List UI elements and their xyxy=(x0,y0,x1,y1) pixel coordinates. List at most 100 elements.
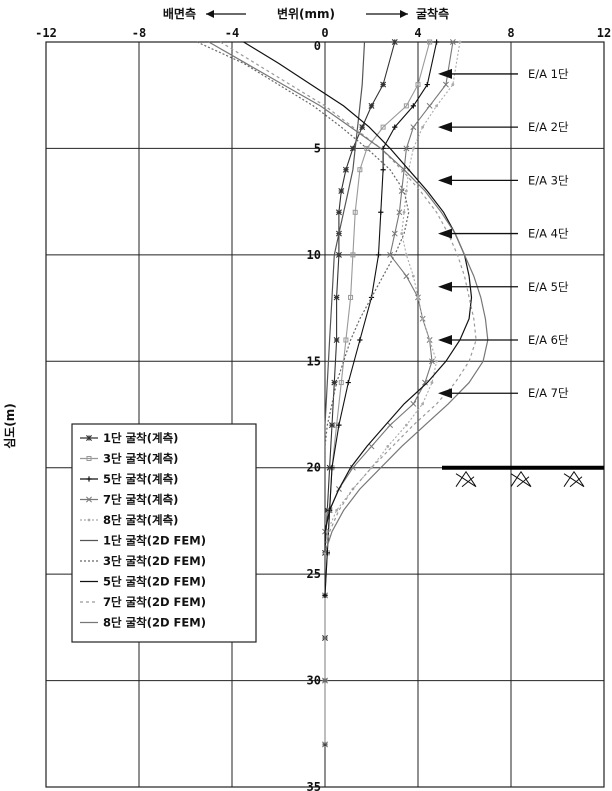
legend-item: 1단 굴착(계측) xyxy=(80,431,178,445)
data-point xyxy=(435,104,438,108)
data-point xyxy=(333,337,340,343)
data-point xyxy=(410,124,417,131)
data-point xyxy=(359,124,366,131)
x-tick-label: -12 xyxy=(35,26,57,40)
arrow-head-icon xyxy=(438,122,452,133)
data-point xyxy=(350,252,356,258)
series-9 xyxy=(220,41,477,554)
data-point xyxy=(411,147,415,150)
legend-label: 1단 굴착(2D FEM) xyxy=(103,534,206,548)
series-line xyxy=(324,41,366,468)
series-3 xyxy=(322,39,440,599)
data-point xyxy=(86,435,92,441)
grid xyxy=(45,41,605,788)
y-tick-label: 35 xyxy=(307,780,321,791)
legend-label: 3단 굴착(2D FEM) xyxy=(103,554,206,568)
anchor-label: E/A 5단 xyxy=(528,280,569,294)
data-point xyxy=(442,81,449,88)
arrow-head-icon xyxy=(438,281,452,292)
data-point xyxy=(428,338,432,342)
data-point xyxy=(427,39,433,45)
legend-item: 3단 굴착(2D FEM) xyxy=(80,554,206,568)
data-point xyxy=(400,232,404,235)
arrow-head-icon xyxy=(438,175,452,186)
series-10 xyxy=(208,41,489,554)
legend-item: 1단 굴착(2D FEM) xyxy=(80,534,206,548)
data-point xyxy=(378,209,384,215)
series-layer xyxy=(196,39,489,748)
data-point xyxy=(380,81,387,88)
anchor-label: E/A 7단 xyxy=(528,386,569,400)
anchor-label: E/A 6단 xyxy=(528,333,569,347)
y-tick-label: 5 xyxy=(314,141,321,155)
legend-box xyxy=(71,423,257,643)
legend: 1단 굴착(계측) 3단 굴착(계측) 5단 굴착(계측) 7단 굴착(계측) 8단 굴… xyxy=(71,423,257,643)
legend-label: 5단 굴착(계측) xyxy=(103,472,178,486)
data-point xyxy=(325,530,329,533)
series-line xyxy=(196,41,410,468)
series-line xyxy=(324,41,454,532)
data-point xyxy=(410,103,416,109)
data-point xyxy=(357,337,363,343)
data-point xyxy=(364,145,370,151)
legend-item: 5단 굴착(계측) xyxy=(80,472,178,486)
x-tick-label: -4 xyxy=(225,26,239,40)
data-point xyxy=(449,39,456,45)
ground-hatch-icon xyxy=(455,470,477,488)
data-point xyxy=(322,678,328,684)
data-point xyxy=(421,402,425,406)
data-point xyxy=(404,423,408,427)
series-line xyxy=(324,41,396,745)
data-point xyxy=(403,145,410,152)
data-point xyxy=(411,274,415,278)
y-tick-label: 30 xyxy=(307,674,321,688)
data-point xyxy=(87,518,91,522)
series-line xyxy=(220,41,477,554)
anchor-label: E/A 2단 xyxy=(528,120,569,134)
x-tick-label: 0 xyxy=(321,26,328,40)
axis-ticks: -12 -8 -4 0 4 8 12 0 5 10 15 20 25 30 35 xyxy=(35,26,611,791)
data-point xyxy=(345,379,351,386)
legend-label: 7단 굴착(2D FEM) xyxy=(103,595,206,609)
legend-label: 5단 굴착(2D FEM) xyxy=(103,575,206,589)
x-tick-label: 12 xyxy=(597,26,611,40)
left-side-label: 배면측 xyxy=(163,6,196,21)
legend-item: 3단 굴착(계측) xyxy=(80,452,178,466)
data-point xyxy=(415,82,421,88)
data-point xyxy=(421,317,425,321)
data-point xyxy=(357,167,363,173)
data-point xyxy=(338,188,345,194)
data-point xyxy=(322,741,328,747)
anchor-annotation: E/A 7단 xyxy=(438,386,569,400)
arrow-head-icon xyxy=(438,228,452,239)
right-arrow-icon xyxy=(366,10,408,18)
y-axis-title: 심도(m) xyxy=(2,403,17,449)
data-point xyxy=(368,102,375,109)
series-line xyxy=(324,41,438,596)
data-point xyxy=(348,294,354,300)
x-tick-label: 8 xyxy=(507,26,514,40)
data-point xyxy=(404,253,408,257)
data-point xyxy=(386,445,390,448)
data-point xyxy=(349,145,356,152)
legend-item: 7단 굴착(계측) xyxy=(80,493,178,507)
legend-label: 1단 굴착(계측) xyxy=(103,431,178,445)
data-point xyxy=(338,380,344,386)
series-line xyxy=(208,41,489,554)
data-point xyxy=(86,496,92,503)
data-point xyxy=(403,273,410,280)
anchor-annotation: E/A 3단 xyxy=(438,173,569,187)
data-point xyxy=(391,39,398,45)
x-tick-label: -8 xyxy=(132,26,146,40)
data-point xyxy=(86,476,92,482)
legend-label: 3단 굴착(계측) xyxy=(103,452,178,466)
ground-hatch-icon xyxy=(563,470,585,488)
data-point xyxy=(451,83,455,86)
data-point xyxy=(336,422,342,428)
data-point xyxy=(421,125,425,129)
data-point xyxy=(422,379,428,386)
data-point xyxy=(368,443,375,450)
data-point xyxy=(387,422,394,429)
anchor-annotation: E/A 6단 xyxy=(438,333,569,347)
